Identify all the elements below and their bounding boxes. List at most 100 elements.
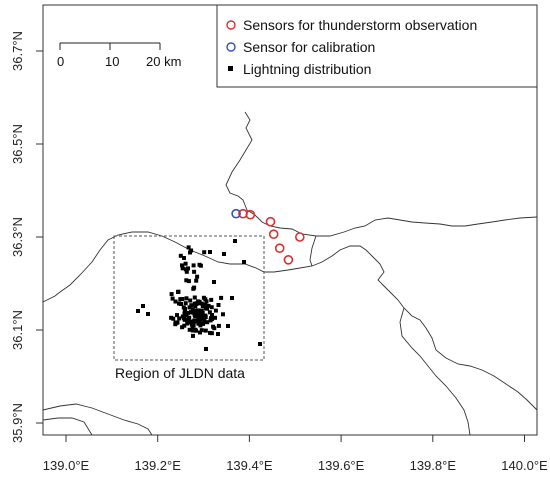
lightning-point: [188, 298, 193, 303]
lightning-point: [196, 321, 201, 326]
lightning-point: [209, 297, 214, 302]
lightning-point: [178, 253, 183, 258]
lightning-point: [189, 248, 194, 253]
lightning-point: [191, 333, 195, 338]
lightning-point: [180, 266, 185, 271]
y-tick-label: 36.7°N: [10, 31, 25, 71]
lightning-point: [141, 304, 145, 308]
lightning-point: [230, 296, 234, 300]
y-axis: 35.9°N 36.1°N 36.3°N 36.5°N 36.7°N: [10, 31, 43, 443]
sensor-thunderstorm-marker: [283, 254, 294, 265]
lightning-point: [146, 312, 150, 316]
lightning-points: [136, 239, 262, 351]
lightning-point: [206, 303, 211, 308]
x-axis: 139.0°E 139.2°E 139.4°E 139.6°E 139.8°E 140.0…: [43, 435, 548, 473]
legend-marker-thunderstorm: [226, 20, 236, 30]
lightning-point: [199, 308, 204, 313]
x-tick-label: 139.8°E: [410, 458, 457, 473]
lightning-point: [213, 315, 217, 320]
lightning-point: [195, 309, 200, 314]
lightning-point: [187, 327, 192, 332]
lightning-point: [169, 292, 174, 297]
lightning-point: [193, 327, 198, 332]
legend-label-thunderstorm: Sensors for thunderstorm observation: [243, 17, 477, 33]
lightning-point: [175, 313, 179, 318]
sensor-calibration-marker: [231, 208, 241, 219]
sensor-thunderstorm-marker: [265, 216, 276, 227]
sensor-markers: [231, 208, 305, 265]
lightning-point: [216, 303, 221, 307]
lightning-point: [258, 342, 262, 346]
lightning-point: [216, 323, 221, 328]
lightning-point: [184, 296, 189, 301]
y-tick-label: 36.1°N: [10, 310, 25, 350]
lightning-point: [221, 312, 225, 317]
lightning-point: [186, 266, 190, 271]
lightning-point: [170, 296, 175, 301]
legend-box: [216, 4, 538, 88]
lightning-point: [182, 316, 186, 321]
sensor-thunderstorm-marker: [268, 229, 279, 239]
sensor-thunderstorm-marker: [245, 209, 256, 220]
lightning-point: [190, 326, 195, 330]
x-tick-label: 139.0°E: [43, 458, 90, 473]
lightning-point: [193, 304, 198, 309]
lightning-point: [197, 299, 202, 304]
lightning-point: [136, 309, 140, 313]
y-tick-label: 35.9°N: [10, 403, 25, 443]
lightning-point: [182, 323, 187, 328]
lightning-point: [202, 250, 207, 255]
lightning-point: [182, 311, 187, 316]
x-tick-label: 139.2°E: [134, 458, 181, 473]
lightning-point: [193, 311, 198, 316]
lightning-point: [190, 307, 195, 312]
lightning-point: [183, 301, 188, 306]
lightning-point: [198, 263, 203, 268]
lightning-point: [171, 316, 176, 321]
lightning-point: [204, 347, 208, 351]
legend: Sensors for thunderstorm observation Sen…: [216, 4, 538, 88]
legend-label-lightning: Lightning distribution: [243, 61, 371, 77]
region-label: Region of JLDN data: [115, 365, 245, 381]
lightning-point: [211, 324, 216, 329]
lightning-point: [196, 317, 201, 322]
lightning-point: [212, 280, 216, 284]
lightning-point: [173, 299, 178, 304]
lightning-point: [213, 308, 218, 313]
lightning-point: [190, 328, 195, 333]
x-tick-label: 140.0°E: [501, 458, 548, 473]
lightning-point: [199, 328, 204, 333]
lightning-point: [191, 323, 196, 328]
lightning-point: [195, 274, 200, 279]
lightning-point: [203, 303, 208, 308]
lightning-point: [173, 322, 178, 327]
lightning-point: [200, 321, 205, 326]
lightning-point: [209, 317, 214, 322]
lightning-point: [180, 325, 185, 330]
lightning-point: [203, 313, 208, 318]
scale-label-20: 20 km: [146, 54, 181, 69]
sensor-thunderstorm-marker: [294, 232, 305, 242]
lightning-point: [186, 245, 191, 250]
y-tick-label: 36.5°N: [10, 124, 25, 164]
legend-marker-lightning: [228, 66, 233, 71]
lightning-point: [182, 309, 187, 314]
lightning-point: [177, 316, 182, 321]
lightning-point: [210, 313, 214, 317]
scale-label-0: 0: [57, 54, 64, 69]
lightning-point: [183, 261, 188, 266]
lightning-point: [177, 301, 181, 306]
lightning-point: [176, 290, 180, 294]
lightning-point: [203, 306, 208, 311]
lightning-point: [194, 278, 199, 283]
lightning-point: [184, 269, 189, 274]
lightning-point: [178, 297, 183, 302]
lightning-point: [193, 319, 198, 324]
lightning-point: [183, 267, 188, 272]
scale-bar: 0 10 20 km: [57, 42, 181, 69]
lightning-point: [186, 279, 191, 284]
lightning-point: [192, 269, 197, 274]
lightning-point: [187, 315, 192, 320]
lightning-point: [185, 320, 190, 325]
